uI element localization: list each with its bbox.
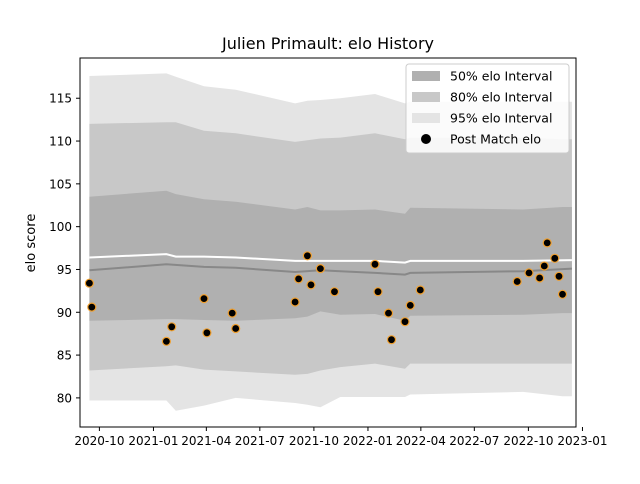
- series-line-2: [89, 253, 572, 264]
- y-tick-label: 80: [57, 391, 72, 405]
- x-tick-label: 2021-04: [181, 434, 231, 448]
- legend-label: Post Match elo: [450, 132, 541, 147]
- y-tick-label: 105: [49, 177, 72, 191]
- x-tick-label: 2021-01: [128, 434, 178, 448]
- plot-area: [84, 73, 572, 411]
- post-match-point-9: [290, 297, 300, 307]
- y-tick-label: 90: [57, 306, 72, 320]
- post-match-point-1: [84, 278, 95, 288]
- y-tick-label: 100: [49, 220, 72, 234]
- post-match-point-3: [161, 336, 171, 346]
- x-tick-label: 2022-07: [449, 434, 499, 448]
- legend-label: 80% elo Interval: [450, 90, 552, 105]
- y-tick-label: 85: [57, 349, 72, 363]
- post-match-point-10: [294, 274, 304, 284]
- post-match-point-8: [231, 323, 241, 334]
- x-tick-label: 2021-07: [235, 434, 285, 448]
- plot-frame: [79, 57, 577, 428]
- post-match-point-13: [315, 264, 325, 274]
- legend-swatch: [412, 92, 440, 102]
- y-tick-label: 115: [49, 92, 72, 106]
- post-match-point-7: [227, 308, 237, 318]
- post-match-point-12: [306, 280, 316, 290]
- band-50-interval: [89, 190, 572, 321]
- legend-swatch: [412, 113, 440, 123]
- post-match-point-19: [400, 317, 410, 327]
- post-match-point-20: [405, 300, 415, 310]
- y-tick-label: 95: [57, 263, 72, 277]
- chart-title: Julien Primault: elo History: [221, 34, 434, 53]
- x-tick-label: 2022-01: [343, 434, 393, 448]
- x-tick-label: 2023-01: [557, 434, 607, 448]
- post-match-point-24: [534, 273, 545, 283]
- post-match-point-2: [87, 302, 97, 312]
- legend-swatch: [412, 71, 440, 81]
- post-match-point-25: [539, 261, 549, 271]
- axes: 2020-10 2021-01 2021-04 2021-07 2021-10 2022-…: [49, 57, 608, 448]
- legend-label: 95% elo Interval: [450, 111, 552, 126]
- post-match-point-21: [415, 285, 425, 295]
- post-match-point-16: [373, 287, 383, 297]
- x-tick-label: 2022-04: [396, 434, 446, 448]
- x-tick-label: 2022-10: [503, 434, 553, 448]
- legend-marker: [421, 134, 431, 144]
- post-match-point-17: [383, 308, 394, 318]
- post-match-point-15: [370, 259, 380, 269]
- post-match-point-11: [302, 251, 312, 261]
- post-match-point-28: [554, 271, 564, 281]
- post-match-point-4: [167, 322, 177, 332]
- post-match-point-6: [202, 328, 212, 338]
- x-tick-label: 2020-10: [74, 434, 124, 448]
- legend: 50% elo Interval 80% elo Interval 95% elo …: [405, 63, 570, 154]
- legend-box: [405, 63, 570, 154]
- post-match-point-26: [542, 238, 552, 248]
- post-match-point-29: [557, 289, 568, 299]
- post-match-point-18: [386, 335, 397, 345]
- post-match-point-27: [550, 253, 560, 263]
- x-tick-label: 2021-10: [289, 434, 339, 448]
- legend-label: 50% elo Interval: [450, 69, 552, 84]
- y-tick-label: 110: [49, 135, 72, 149]
- post-match-point-23: [524, 268, 534, 278]
- post-match-point-22: [512, 276, 522, 287]
- post-match-point-14: [329, 287, 340, 297]
- post-match-point-5: [199, 294, 209, 304]
- y-axis-label: elo score: [24, 214, 39, 273]
- series-line-1: [89, 263, 572, 276]
